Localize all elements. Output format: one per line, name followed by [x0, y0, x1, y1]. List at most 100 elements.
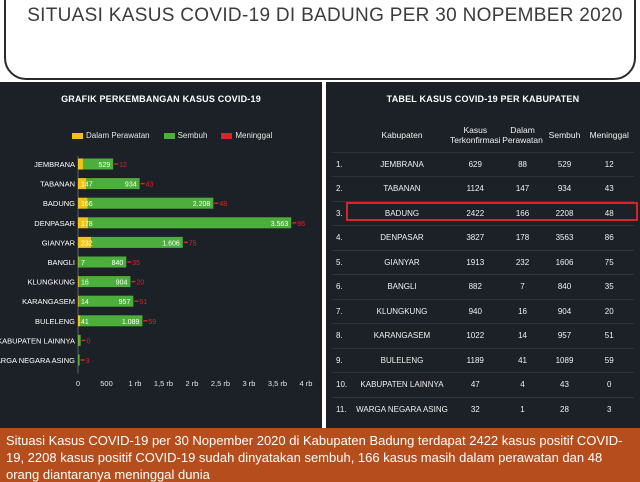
chart-legend: Dalam Perawatan Sembuh Meninggal — [72, 131, 272, 140]
row-terkonfirmasi: 1124 — [450, 176, 501, 201]
row-perawatan: 41 — [500, 347, 545, 373]
row-kabupaten: BULELENG — [354, 347, 450, 373]
legend-item-perawatan: Dalam Perawatan — [72, 131, 150, 140]
row-sembuh: 904 — [544, 298, 585, 324]
row-terkonfirmasi: 1189 — [450, 347, 501, 373]
table-header-row: Kabupaten Kasus Terkonfirmasi Dalam Pera… — [332, 118, 634, 152]
legend-label-meninggal: Meninggal — [235, 131, 273, 140]
bar-perawatan — [78, 178, 87, 190]
data-label-sembuh: 1.089 — [122, 319, 140, 326]
row-number: 8. — [332, 323, 354, 348]
x-tick-label: 500 — [100, 379, 113, 388]
bar-sembuh — [91, 236, 183, 248]
table-row: 8. KARANGASEM 1022 14 957 51 — [332, 323, 634, 348]
col-header-terkonfirmasi: Kasus Terkonfirmasi — [450, 124, 501, 145]
row-sembuh: 28 — [544, 396, 585, 422]
row-perawatan: 166 — [500, 200, 545, 226]
table-row: 6. BANGLI 882 7 840 35 — [332, 274, 634, 299]
row-perawatan: 14 — [500, 323, 545, 348]
row-perawatan: 4 — [500, 372, 545, 397]
row-meninggal: 35 — [584, 274, 634, 299]
bar-sembuh — [87, 197, 214, 209]
row-terkonfirmasi: 629 — [450, 151, 501, 177]
data-label-meninggal: 48 — [219, 201, 227, 208]
highlight-badung-row — [346, 202, 638, 221]
table-row: 4. DENPASAR 3827 178 3563 86 — [332, 225, 634, 250]
legend-label-sembuh: Sembuh — [177, 131, 208, 140]
caption-text: Situasi Kasus COVID-19 per 30 Nopember 2… — [0, 428, 640, 482]
data-label-sembuh: 840 — [112, 260, 124, 267]
category-label: BANGLI — [47, 258, 75, 267]
table-row: 5. GIANYAR 1913 232 1606 75 — [332, 249, 634, 275]
row-sembuh: 957 — [544, 323, 585, 348]
row-kabupaten: KARANGASEM — [354, 323, 450, 348]
bar-sembuh — [78, 256, 127, 268]
bar-perawatan — [78, 315, 81, 327]
table-title: TABEL KASUS COVID-19 PER KABUPATEN — [386, 94, 580, 104]
bar-perawatan — [78, 236, 92, 248]
legend-label-perawatan: Dalam Perawatan — [86, 131, 150, 140]
bar-sembuh — [78, 295, 134, 307]
data-label-sembuh: 957 — [119, 299, 131, 306]
row-kabupaten: BANGLI — [354, 274, 450, 299]
page-title: SITUASI KASUS COVID-19 DI BADUNG PER 30 … — [27, 5, 623, 26]
row-perawatan: 7 — [500, 274, 545, 299]
row-meninggal: 3 — [584, 396, 634, 422]
category-label: BULELENG — [35, 317, 75, 326]
row-terkonfirmasi: 32 — [450, 396, 501, 422]
x-tick-label: 3,5 rb — [268, 379, 287, 388]
row-perawatan: 147 — [500, 176, 545, 201]
data-label-sembuh: 529 — [98, 162, 110, 169]
row-kabupaten: GIANYAR — [354, 249, 450, 275]
data-label-meninggal: 20 — [136, 280, 144, 287]
row-terkonfirmasi: 47 — [450, 372, 501, 397]
header-frame — [4, 0, 636, 80]
row-number: 2. — [332, 176, 354, 201]
data-label-perawatan: 166 — [81, 201, 93, 208]
row-meninggal: 75 — [584, 249, 634, 275]
category-label: GIANYAR — [42, 238, 76, 247]
row-terkonfirmasi: 882 — [450, 274, 501, 299]
bar-sembuh — [78, 354, 80, 366]
category-label: DENPASAR — [34, 219, 75, 228]
data-label-meninggal: 59 — [148, 319, 156, 326]
row-terkonfirmasi: 940 — [450, 298, 501, 324]
row-sembuh: 934 — [544, 176, 585, 201]
data-label-perawatan: 16 — [81, 280, 89, 287]
row-meninggal: 51 — [584, 323, 634, 348]
row-terkonfirmasi: 3827 — [450, 225, 501, 250]
row-sembuh: 1606 — [544, 249, 585, 275]
table-row: 2. TABANAN 1124 147 934 43 — [332, 176, 634, 201]
x-tick-label: 3 rb — [243, 379, 256, 388]
category-label: JEMBRANA — [34, 160, 75, 169]
data-label-sembuh: 934 — [125, 182, 137, 189]
row-meninggal: 20 — [584, 298, 634, 324]
row-kabupaten: TABANAN — [354, 176, 450, 201]
row-sembuh: 2208 — [544, 200, 585, 226]
data-label-perawatan: 147 — [81, 182, 93, 189]
data-label-meninggal: 43 — [146, 182, 154, 189]
table-row: 9. BULELENG 1189 41 1089 59 — [332, 347, 634, 373]
bar-perawatan — [78, 197, 88, 209]
data-label-meninggal: 0 — [87, 338, 91, 345]
bar-sembuh — [83, 158, 114, 170]
legend-swatch-sembuh — [163, 132, 175, 139]
row-perawatan: 16 — [500, 298, 545, 324]
category-label: BADUNG — [43, 199, 75, 208]
bar-perawatan — [78, 158, 84, 170]
bar-sembuh — [88, 217, 292, 229]
bar-perawatan — [78, 295, 79, 307]
col-header-meninggal: Meninggal — [589, 129, 629, 140]
bar-perawatan — [78, 276, 79, 288]
legend-item-sembuh: Sembuh — [163, 131, 208, 140]
row-terkonfirmasi: 1022 — [450, 323, 501, 348]
data-label-meninggal: 3 — [86, 358, 90, 365]
table-row: 7. KLUNGKUNG 940 16 904 20 — [332, 298, 634, 324]
row-meninggal: 48 — [584, 200, 634, 226]
row-meninggal: 59 — [584, 347, 634, 373]
row-perawatan: 178 — [500, 225, 545, 250]
row-number: 11. — [332, 396, 354, 422]
x-tick-label: 4 rb — [300, 379, 313, 388]
category-label: WARGA NEGARA ASING — [0, 356, 75, 365]
row-number: 5. — [332, 249, 354, 275]
